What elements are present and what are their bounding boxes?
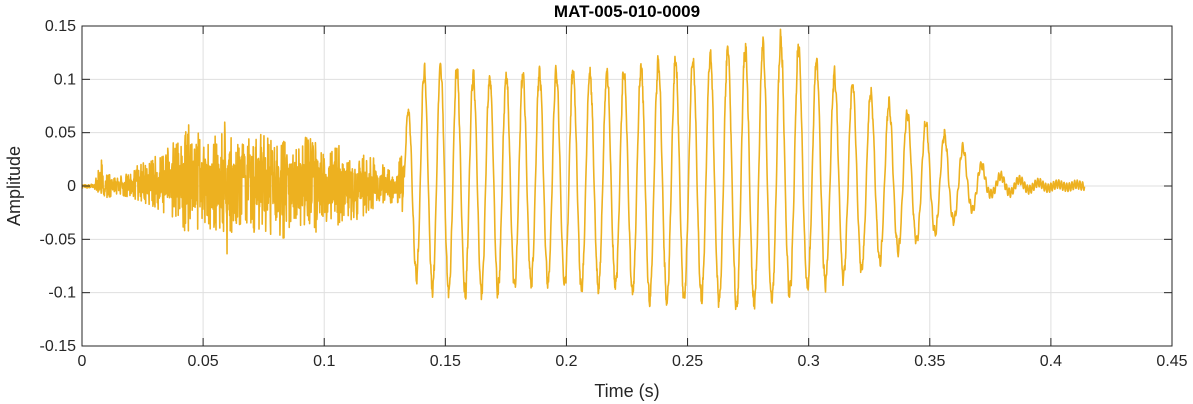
- y-tick-label: 0.05: [45, 125, 76, 142]
- x-tick-label: 0: [78, 353, 87, 370]
- y-tick-label: -0.15: [40, 338, 77, 355]
- y-axis-ticks: -0.15 -0.1 -0.05 0 0.05 0.1 0.15: [40, 18, 1172, 355]
- x-tick-label: 0.35: [914, 353, 945, 370]
- x-tick-label: 0.25: [672, 353, 703, 370]
- x-tick-label: 0.15: [430, 353, 461, 370]
- y-axis-label: Amplitude: [4, 146, 24, 226]
- chart-title: MAT-005-010-0009: [554, 2, 700, 21]
- y-tick-label: 0: [67, 178, 76, 195]
- x-tick-label: 0.2: [555, 353, 577, 370]
- y-tick-label: 0.15: [45, 18, 76, 35]
- x-tick-label: 0.05: [188, 353, 219, 370]
- x-tick-label: 0.1: [313, 353, 335, 370]
- x-tick-label: 0.45: [1156, 353, 1187, 370]
- y-tick-label: -0.05: [40, 231, 77, 248]
- waveform-series-line: [81, 28, 1086, 311]
- series-layer: [81, 28, 1086, 311]
- x-tick-label: 0.3: [798, 353, 820, 370]
- x-axis-label: Time (s): [594, 381, 659, 401]
- y-tick-label: -0.1: [48, 285, 76, 302]
- x-tick-label: 0.4: [1040, 353, 1062, 370]
- y-tick-label: 0.1: [54, 71, 76, 88]
- x-axis-ticks: 0 0.05 0.1 0.15 0.2 0.25 0.3 0.35 0.4 0.45: [78, 26, 1188, 370]
